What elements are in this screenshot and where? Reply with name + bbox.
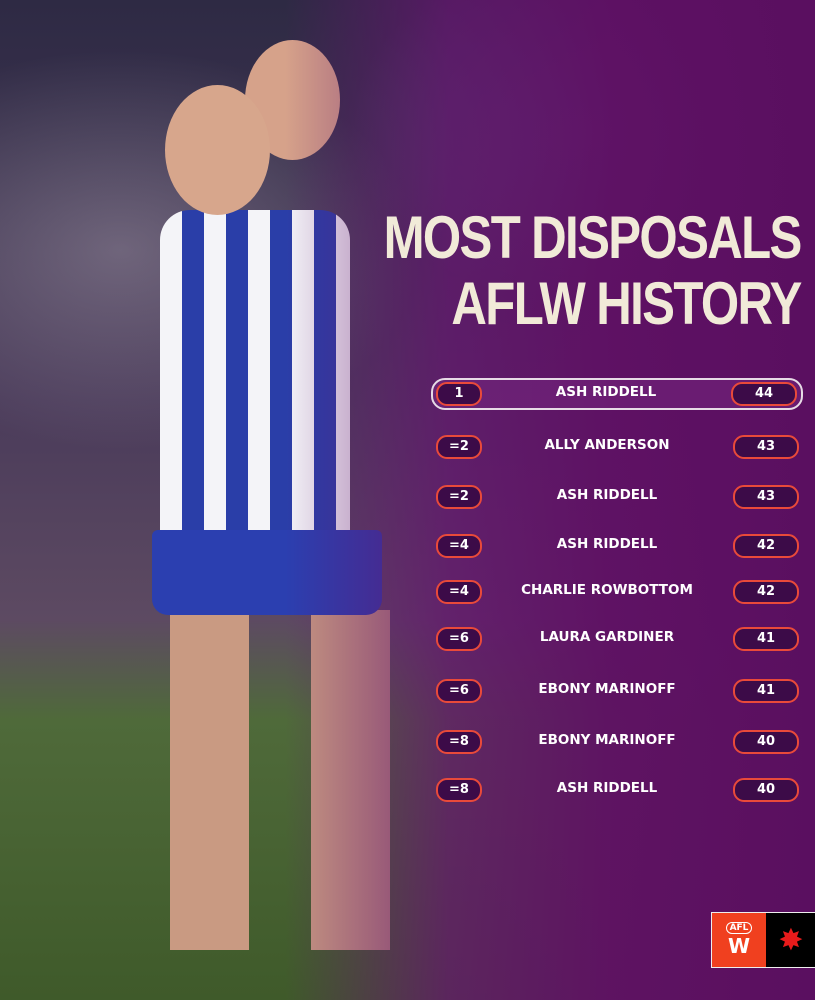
disposals-value: 44 [731, 382, 797, 406]
player-name: EBONY MARINOFF [538, 681, 676, 697]
rank-badge: =2 [436, 485, 482, 509]
leaderboard-row: =6 EBONY MARINOFF 41 [433, 677, 803, 703]
disposals-value: 42 [733, 580, 799, 604]
leaderboard-row: =2 ALLY ANDERSON 43 [433, 433, 803, 459]
w-logo-mark: W [727, 934, 751, 958]
rank-badge: =2 [436, 435, 482, 459]
leaderboard-row: =8 ASH RIDDELL 40 [433, 776, 803, 802]
leaderboard-row: =6 LAURA GARDINER 41 [433, 625, 803, 651]
disposals-value: 42 [733, 534, 799, 558]
disposals-value: 43 [733, 435, 799, 459]
player-name: ASH RIDDELL [556, 487, 658, 503]
player-name: ASH RIDDELL [556, 780, 658, 796]
player-name: EBONY MARINOFF [538, 732, 676, 748]
leaderboard-row: =8 EBONY MARINOFF 40 [433, 728, 803, 754]
rank-badge: =8 [436, 730, 482, 754]
rank-badge: =8 [436, 778, 482, 802]
player-name: ALLY ANDERSON [544, 437, 670, 453]
disposals-value: 41 [733, 679, 799, 703]
player-name: LAURA GARDINER [539, 629, 675, 645]
player-name: ASH RIDDELL [556, 536, 658, 552]
player-name: CHARLIE ROWBOTTOM [521, 582, 693, 598]
disposals-value: 40 [733, 778, 799, 802]
rank-badge: =6 [436, 679, 482, 703]
rank-badge: =4 [436, 534, 482, 558]
star-icon: ✸ [766, 913, 815, 967]
afl-logo-text: AFL [725, 922, 753, 934]
rank-badge: 1 [436, 382, 482, 406]
disposals-value: 43 [733, 485, 799, 509]
player-name: ASH RIDDELL [555, 384, 657, 400]
aflw-logo: AFL W ✸ [711, 912, 815, 968]
leaderboard-row: =4 CHARLIE ROWBOTTOM 42 [433, 578, 803, 604]
title-line-2: AFLW HISTORY [451, 270, 803, 337]
disposals-value: 40 [733, 730, 799, 754]
page-title: MOST DISPOSALS AFLW HISTORY [383, 204, 803, 337]
rank-badge: =4 [436, 580, 482, 604]
leaderboard-row: =2 ASH RIDDELL 43 [433, 483, 803, 509]
rank-badge: =6 [436, 627, 482, 651]
disposals-value: 41 [733, 627, 799, 651]
title-line-1: MOST DISPOSALS [383, 204, 803, 271]
leaderboard-row: =4 ASH RIDDELL 42 [433, 532, 803, 558]
leaderboard-row: 1 ASH RIDDELL 44 [431, 378, 803, 410]
